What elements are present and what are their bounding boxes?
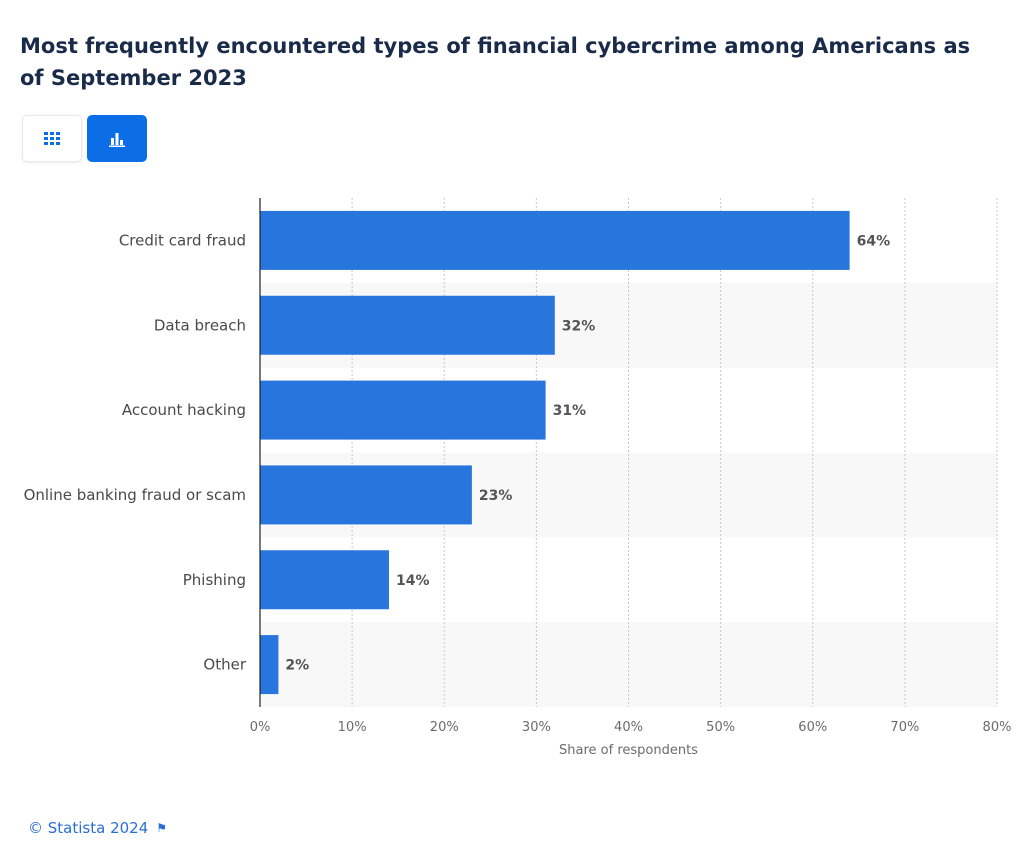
bar — [260, 635, 279, 695]
x-tick-label: 40% — [614, 720, 643, 735]
category-label: Credit card fraud — [119, 231, 246, 249]
data-label: 31% — [553, 403, 587, 419]
chart-view-button[interactable] — [87, 115, 147, 162]
chart-area: 0% 10% 20% 30% 40% 50% 60% 70% 80% 64% Credit card… — [0, 190, 1024, 770]
category-label: Other — [203, 656, 246, 674]
bar — [260, 550, 389, 610]
x-tick-label: 20% — [430, 720, 459, 735]
x-tick-label: 80% — [983, 720, 1012, 735]
x-tick-label: 10% — [338, 720, 367, 735]
bar — [260, 210, 850, 270]
category-label: Account hacking — [122, 401, 246, 419]
bar-chart: 0% 10% 20% 30% 40% 50% 60% 70% 80% 64% Credit card… — [24, 198, 1012, 758]
chart-title: Most frequently encountered types of fin… — [20, 34, 971, 90]
x-tick-label: 30% — [522, 720, 551, 735]
flag-icon[interactable]: ⚑ — [156, 821, 168, 835]
bar — [260, 465, 472, 525]
data-label: 2% — [285, 658, 309, 674]
category-label: Data breach — [154, 316, 246, 334]
x-tick-label: 0% — [250, 720, 271, 735]
x-tick-label: 50% — [706, 720, 735, 735]
copyright-link[interactable]: © Statista 2024 — [28, 819, 149, 837]
footer: © Statista 2024 ⚑ — [28, 819, 167, 837]
x-tick-label: 60% — [798, 720, 827, 735]
table-grid-icon — [44, 131, 60, 145]
bar — [260, 295, 555, 355]
data-label: 64% — [857, 233, 891, 249]
data-label: 14% — [396, 573, 430, 589]
bar — [260, 380, 546, 440]
x-tick-label: 70% — [890, 720, 919, 735]
data-label: 32% — [562, 318, 596, 334]
data-label: 23% — [479, 488, 513, 504]
category-label: Phishing — [183, 571, 246, 589]
x-axis-title: Share of respondents — [559, 743, 698, 758]
category-label: Online banking fraud or scam — [24, 486, 246, 504]
table-view-button[interactable] — [22, 115, 82, 162]
bar-chart-icon — [109, 132, 125, 147]
row-band — [260, 622, 997, 707]
